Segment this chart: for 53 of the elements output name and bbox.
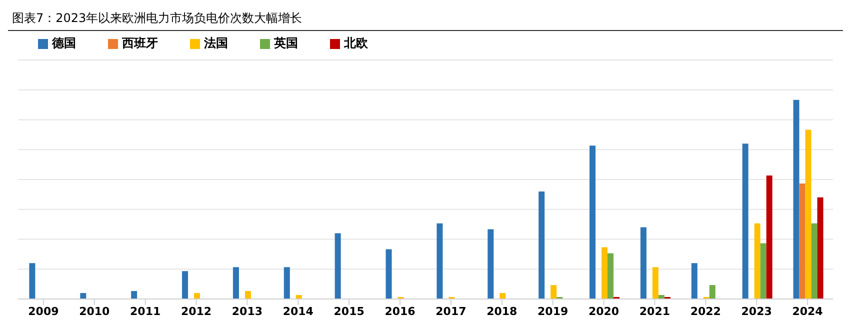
- x-tick-label: 2018: [486, 304, 518, 318]
- chart-title: 图表7：2023年以来欧洲电力市场负电价次数大幅增长: [8, 8, 843, 31]
- x-tick-label: 2021: [639, 304, 670, 318]
- bar: [652, 267, 658, 299]
- legend-label: 北欧: [344, 36, 368, 50]
- x-tick-label: 2020: [588, 304, 620, 318]
- bar: [691, 263, 698, 299]
- bar: [284, 267, 290, 299]
- x-tick-label: 2009: [28, 304, 59, 318]
- bar: [817, 197, 824, 299]
- bar: [182, 271, 188, 299]
- bar: [488, 229, 494, 299]
- bar: [334, 233, 341, 299]
- legend-label: 德国: [52, 36, 76, 50]
- legend-label: 西班牙: [122, 36, 158, 50]
- bar: [386, 249, 392, 299]
- x-tick-label: 2014: [282, 304, 314, 318]
- bar: [742, 144, 748, 299]
- bar: [640, 227, 646, 299]
- bar: [538, 191, 545, 299]
- bar: [244, 291, 251, 299]
- bar: [811, 223, 818, 299]
- bar: [590, 146, 596, 299]
- x-tick-label: 2019: [538, 304, 568, 318]
- bar: [232, 267, 239, 299]
- bar: [793, 100, 800, 299]
- bar: [436, 223, 443, 299]
- bar: [500, 293, 506, 299]
- bar: [602, 247, 608, 299]
- bar: [799, 183, 806, 299]
- x-tick-label: 2011: [130, 304, 161, 318]
- bar: [766, 176, 772, 299]
- x-tick-label: 2012: [180, 304, 212, 318]
- bar: [709, 285, 716, 299]
- bar: [194, 293, 200, 299]
- x-tick-label: 2010: [79, 304, 110, 318]
- x-tick-label: 2022: [690, 304, 721, 318]
- bar: [131, 291, 138, 299]
- legend-label: 法国: [204, 36, 228, 50]
- x-tick-label: 2024: [792, 304, 824, 318]
- x-tick-label: 2015: [334, 304, 364, 318]
- x-tick-label: 2017: [436, 304, 466, 318]
- bar: [805, 130, 812, 299]
- legend-label: 英国: [274, 36, 298, 50]
- bar: [608, 253, 614, 299]
- bar: [760, 243, 766, 299]
- bar: [550, 285, 557, 299]
- x-tick-label: 2023: [741, 304, 772, 318]
- bar: [29, 263, 36, 299]
- x-tick-label: 2016: [384, 304, 416, 318]
- bar: [80, 293, 86, 299]
- x-tick-label: 2013: [232, 304, 263, 318]
- bar: [754, 223, 760, 299]
